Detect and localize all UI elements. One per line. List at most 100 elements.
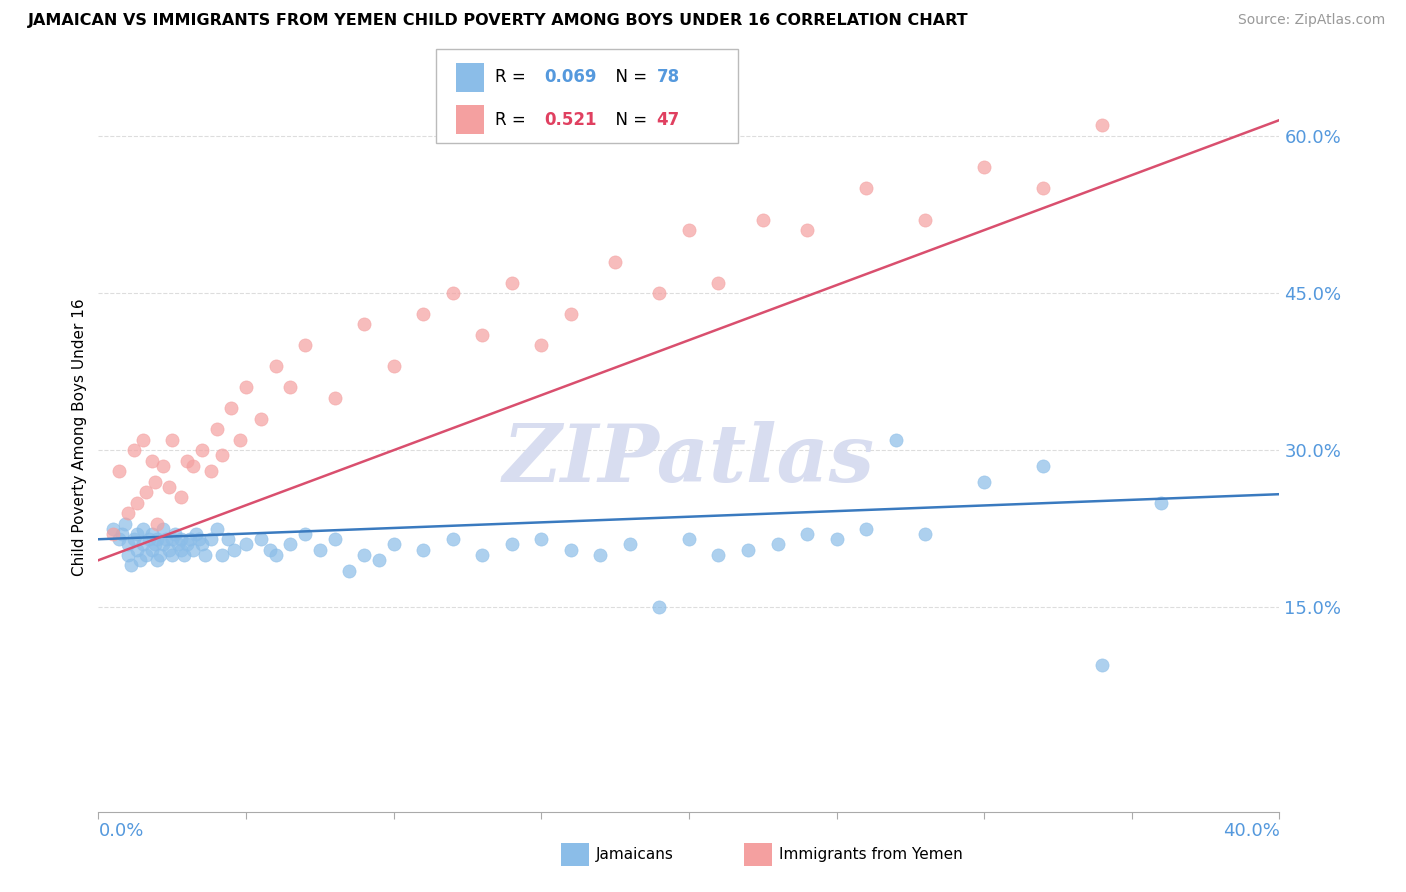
Point xyxy=(143,537,166,551)
Point xyxy=(200,464,222,478)
Point xyxy=(501,537,523,551)
Point xyxy=(146,516,169,531)
Point xyxy=(648,600,671,615)
Point xyxy=(170,491,193,505)
Point xyxy=(103,527,125,541)
Point xyxy=(441,285,464,300)
Point xyxy=(211,449,233,463)
Point xyxy=(294,527,316,541)
Text: R =: R = xyxy=(495,69,531,87)
Point xyxy=(181,458,204,473)
Point xyxy=(138,533,160,547)
Point xyxy=(152,458,174,473)
Point xyxy=(678,223,700,237)
Text: 40.0%: 40.0% xyxy=(1223,822,1279,840)
Point xyxy=(114,516,136,531)
Point xyxy=(737,542,759,557)
Point xyxy=(162,533,183,547)
Text: R =: R = xyxy=(495,111,531,128)
Point xyxy=(132,433,155,447)
Point xyxy=(152,522,174,536)
Point xyxy=(884,433,907,447)
Point xyxy=(914,212,936,227)
Point xyxy=(217,533,239,547)
Point xyxy=(382,537,405,551)
Point xyxy=(471,548,494,562)
Point xyxy=(339,564,361,578)
Point xyxy=(707,276,730,290)
Text: 78: 78 xyxy=(657,69,679,87)
Point xyxy=(855,181,877,195)
Point xyxy=(176,537,198,551)
Point xyxy=(141,542,163,557)
Point xyxy=(179,533,201,547)
Point xyxy=(128,553,150,567)
Point xyxy=(309,542,332,557)
Point xyxy=(122,443,145,458)
Text: 47: 47 xyxy=(657,111,681,128)
Point xyxy=(825,533,848,547)
Point xyxy=(111,527,134,541)
Point xyxy=(914,527,936,541)
Point xyxy=(135,485,157,500)
Point xyxy=(707,548,730,562)
Point xyxy=(229,433,252,447)
Point xyxy=(181,542,204,557)
Point xyxy=(1091,118,1114,132)
Text: ZIPatlas: ZIPatlas xyxy=(503,421,875,499)
Point xyxy=(205,422,228,436)
Text: 0.0%: 0.0% xyxy=(98,822,143,840)
Text: 0.521: 0.521 xyxy=(544,111,596,128)
Point xyxy=(796,223,818,237)
Text: Immigrants from Yemen: Immigrants from Yemen xyxy=(779,847,963,862)
Text: JAMAICAN VS IMMIGRANTS FROM YEMEN CHILD POVERTY AMONG BOYS UNDER 16 CORRELATION : JAMAICAN VS IMMIGRANTS FROM YEMEN CHILD … xyxy=(28,13,969,29)
Point xyxy=(973,475,995,489)
Point xyxy=(530,533,553,547)
Point xyxy=(167,537,190,551)
Point xyxy=(368,553,391,567)
Point xyxy=(973,160,995,174)
Point xyxy=(162,433,183,447)
Point xyxy=(184,527,207,541)
Text: Source: ZipAtlas.com: Source: ZipAtlas.com xyxy=(1237,13,1385,28)
Point xyxy=(235,380,257,394)
Point xyxy=(294,338,316,352)
Point xyxy=(323,533,346,547)
Point xyxy=(194,548,217,562)
Point xyxy=(280,537,302,551)
Point xyxy=(766,537,789,551)
Point xyxy=(589,548,612,562)
Point xyxy=(1032,181,1054,195)
Point xyxy=(605,254,627,268)
Point xyxy=(1091,658,1114,673)
Point xyxy=(141,527,163,541)
Point xyxy=(176,453,198,467)
Point xyxy=(173,548,195,562)
Point xyxy=(250,411,273,425)
Point xyxy=(170,533,193,547)
Point xyxy=(323,391,346,405)
Y-axis label: Child Poverty Among Boys Under 16: Child Poverty Among Boys Under 16 xyxy=(72,298,87,576)
Point xyxy=(648,285,671,300)
Point xyxy=(141,453,163,467)
Point xyxy=(125,542,148,557)
Point xyxy=(353,318,375,332)
Point xyxy=(678,533,700,547)
Point xyxy=(224,542,246,557)
Point xyxy=(530,338,553,352)
Point xyxy=(221,401,243,416)
Point xyxy=(103,522,125,536)
Point xyxy=(264,359,287,374)
Point xyxy=(125,495,148,509)
Point xyxy=(146,533,169,547)
Point xyxy=(155,533,177,547)
Point xyxy=(191,537,214,551)
Point xyxy=(353,548,375,562)
Point xyxy=(250,533,273,547)
Point xyxy=(752,212,775,227)
Point xyxy=(471,327,494,342)
Point xyxy=(108,464,131,478)
Point xyxy=(122,533,145,547)
Point xyxy=(619,537,641,551)
Point xyxy=(162,548,183,562)
